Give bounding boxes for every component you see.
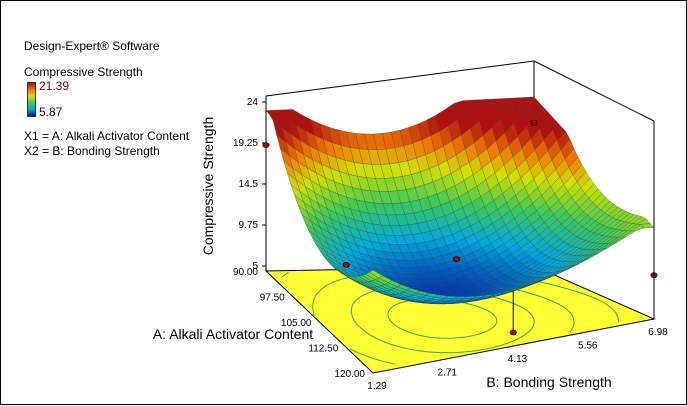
b-tick-label: 4.13 [508, 354, 528, 365]
design-point [531, 120, 537, 125]
a-tick-label: 120.00 [334, 369, 365, 380]
a-tick-label: 112.50 [308, 344, 338, 355]
box-edge [534, 61, 654, 121]
a-tick-label: 90.00 [233, 267, 258, 278]
z-axis-label: Compressive Strength [200, 117, 216, 256]
b-tick-label: 2.71 [438, 368, 458, 379]
a-axis-label: A: Alkali Activator Content [153, 326, 313, 342]
b-axis-label: B: Bonding Strength [486, 374, 611, 390]
b-tick-label: 5.56 [578, 341, 598, 352]
z-tick-label: 24 [247, 97, 259, 108]
b-tick-label: 1.29 [367, 381, 387, 392]
design-point [343, 262, 349, 267]
z-tick-label: 19.25 [233, 138, 258, 149]
b-tick-label: 6.98 [648, 327, 668, 338]
z-tick-label: 14.5 [239, 179, 259, 190]
box-edge [266, 61, 534, 96]
design-point [453, 257, 459, 262]
a-tick-label: 97.50 [260, 293, 285, 304]
z-tick-label: 9.75 [239, 220, 259, 231]
design-point [510, 330, 516, 335]
